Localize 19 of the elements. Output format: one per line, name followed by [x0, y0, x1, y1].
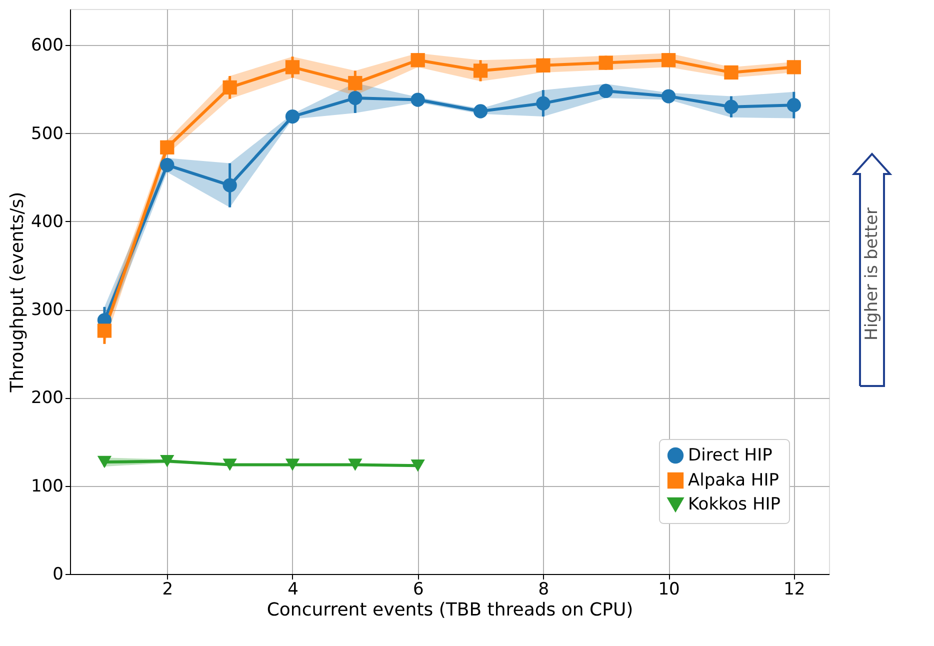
- y-tick-label: 200: [31, 388, 64, 408]
- x-tick-label: 6: [412, 580, 424, 600]
- legend-label: Kokkos HIP: [688, 494, 780, 514]
- y-tick-label: 100: [31, 476, 64, 496]
- y-tick-label: 400: [31, 212, 64, 232]
- x-tick-label: 10: [658, 580, 680, 600]
- legend-label: Alpaka HIP: [688, 470, 779, 490]
- legend-label: Direct HIP: [688, 446, 772, 466]
- x-tick-label: 8: [538, 580, 550, 600]
- y-tick-label: 0: [52, 564, 64, 584]
- x-tick-label: 2: [162, 580, 174, 600]
- y-tick-label: 600: [31, 36, 64, 56]
- y-tick-label: 500: [31, 124, 64, 144]
- x-axis-title: Concurrent events (TBB threads on CPU): [266, 600, 634, 620]
- y-axis-title: Throughput (events/s): [7, 192, 28, 394]
- x-tick-label: 4: [288, 580, 298, 600]
- y-tick-label: 300: [31, 300, 64, 320]
- text: Higher is better: [862, 208, 882, 340]
- x-tick-label: 12: [784, 580, 806, 600]
